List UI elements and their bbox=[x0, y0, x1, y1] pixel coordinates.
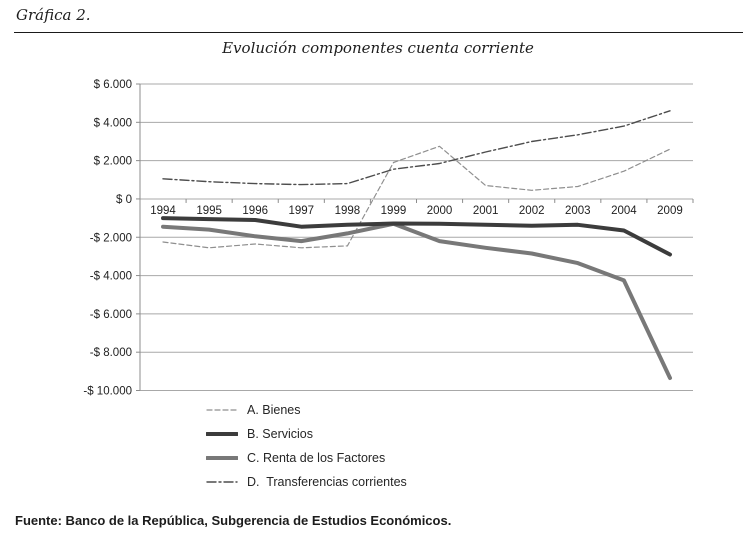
legend-item: A. Bienes bbox=[206, 398, 407, 422]
y-axis-label: -$ 8.000 bbox=[90, 347, 132, 359]
y-axis-label: $ 0 bbox=[116, 194, 132, 206]
x-axis-label: 1998 bbox=[335, 205, 361, 217]
header-rule bbox=[14, 32, 743, 33]
legend-line-sample bbox=[206, 456, 238, 460]
x-axis-label: 2002 bbox=[519, 205, 545, 217]
y-axis-label: -$ 6.000 bbox=[90, 309, 132, 321]
legend-line-sample bbox=[206, 409, 238, 411]
legend-line-sample bbox=[206, 481, 238, 483]
legend-item: D. Transferencias corrientes bbox=[206, 470, 407, 494]
x-axis-label: 1996 bbox=[242, 205, 268, 217]
chart-legend: A. Bienes B. Servicios C. Renta de los Fac… bbox=[206, 398, 407, 494]
x-axis-label: 2001 bbox=[473, 205, 499, 217]
legend-label: B. Servicios bbox=[247, 427, 313, 441]
legend-line-sample bbox=[206, 432, 238, 436]
series-line-a-bienes bbox=[162, 145, 671, 249]
x-axis-label: 2009 bbox=[657, 205, 683, 217]
chart-title: Evolución componentes cuenta corriente bbox=[222, 39, 534, 57]
x-axis-label: 2000 bbox=[427, 205, 453, 217]
y-axis-label: -$ 10.000 bbox=[83, 386, 132, 398]
source-note: Fuente: Banco de la República, Subgerenc… bbox=[15, 513, 452, 528]
x-axis-label: 1994 bbox=[150, 205, 176, 217]
y-axis-label: $ 6.000 bbox=[94, 79, 132, 91]
x-axis-label: 1995 bbox=[196, 205, 222, 217]
x-axis-label: 1997 bbox=[288, 205, 314, 217]
series-line-d-transferencias-corrientes bbox=[162, 110, 671, 186]
x-axis-label: 2004 bbox=[611, 205, 637, 217]
y-axis-label: -$ 4.000 bbox=[90, 271, 132, 283]
legend-label: C. Renta de los Factores bbox=[247, 451, 386, 465]
legend-label: D. Transferencias corrientes bbox=[247, 475, 407, 489]
y-axis-label: $ 2.000 bbox=[94, 156, 132, 168]
legend-label: A. Bienes bbox=[247, 403, 301, 417]
legend-item: B. Servicios bbox=[206, 422, 407, 446]
figure-label: Gráfica 2. bbox=[16, 6, 91, 24]
legend-item: C. Renta de los Factores bbox=[206, 446, 407, 470]
y-axis-label: $ 4.000 bbox=[94, 117, 132, 129]
x-axis-label: 2003 bbox=[565, 205, 591, 217]
series-line-b-servicios bbox=[161, 216, 672, 257]
y-axis-label: -$ 2.000 bbox=[90, 232, 132, 244]
x-axis-label: 1999 bbox=[381, 205, 407, 217]
series-line-c-renta-de-los-factores bbox=[161, 221, 672, 380]
